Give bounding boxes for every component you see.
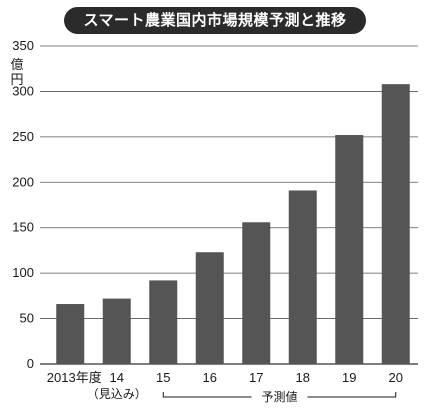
- forecast-bracket-right: [307, 392, 397, 398]
- bar: [102, 298, 131, 364]
- bar: [149, 280, 178, 364]
- bar: [242, 222, 271, 364]
- chart-title: スマート農業国内市場規模予測と推移: [64, 7, 366, 34]
- x-tick-label: 18: [296, 370, 310, 385]
- y-axis-unit-label: 億円: [10, 58, 24, 88]
- y-tick-label: 150: [12, 220, 34, 235]
- bar: [381, 84, 410, 364]
- x-tick-note: （見込み）: [87, 387, 147, 401]
- y-tick-label: 0: [27, 356, 34, 371]
- y-tick-label: 350: [12, 38, 34, 53]
- forecast-bracket-left: [162, 392, 252, 398]
- x-tick-label: 20: [389, 370, 403, 385]
- bar: [288, 190, 317, 364]
- y-tick-label: 200: [12, 174, 34, 189]
- y-tick-label: 300: [12, 83, 34, 98]
- x-tick-label: 19: [342, 370, 356, 385]
- x-tick-label: 16: [203, 370, 217, 385]
- bar: [195, 252, 224, 364]
- y-tick-label: 250: [12, 129, 34, 144]
- y-tick-label: 50: [20, 311, 34, 326]
- x-tick-label: 15: [156, 370, 170, 385]
- bar: [56, 304, 85, 364]
- y-tick-label: 100: [12, 265, 34, 280]
- x-tick-label: 17: [249, 370, 263, 385]
- x-tick-label: 2013年度: [47, 370, 102, 385]
- x-tick-label: 14: [110, 370, 124, 385]
- bar: [335, 135, 364, 364]
- forecast-label: 予測値: [261, 389, 297, 404]
